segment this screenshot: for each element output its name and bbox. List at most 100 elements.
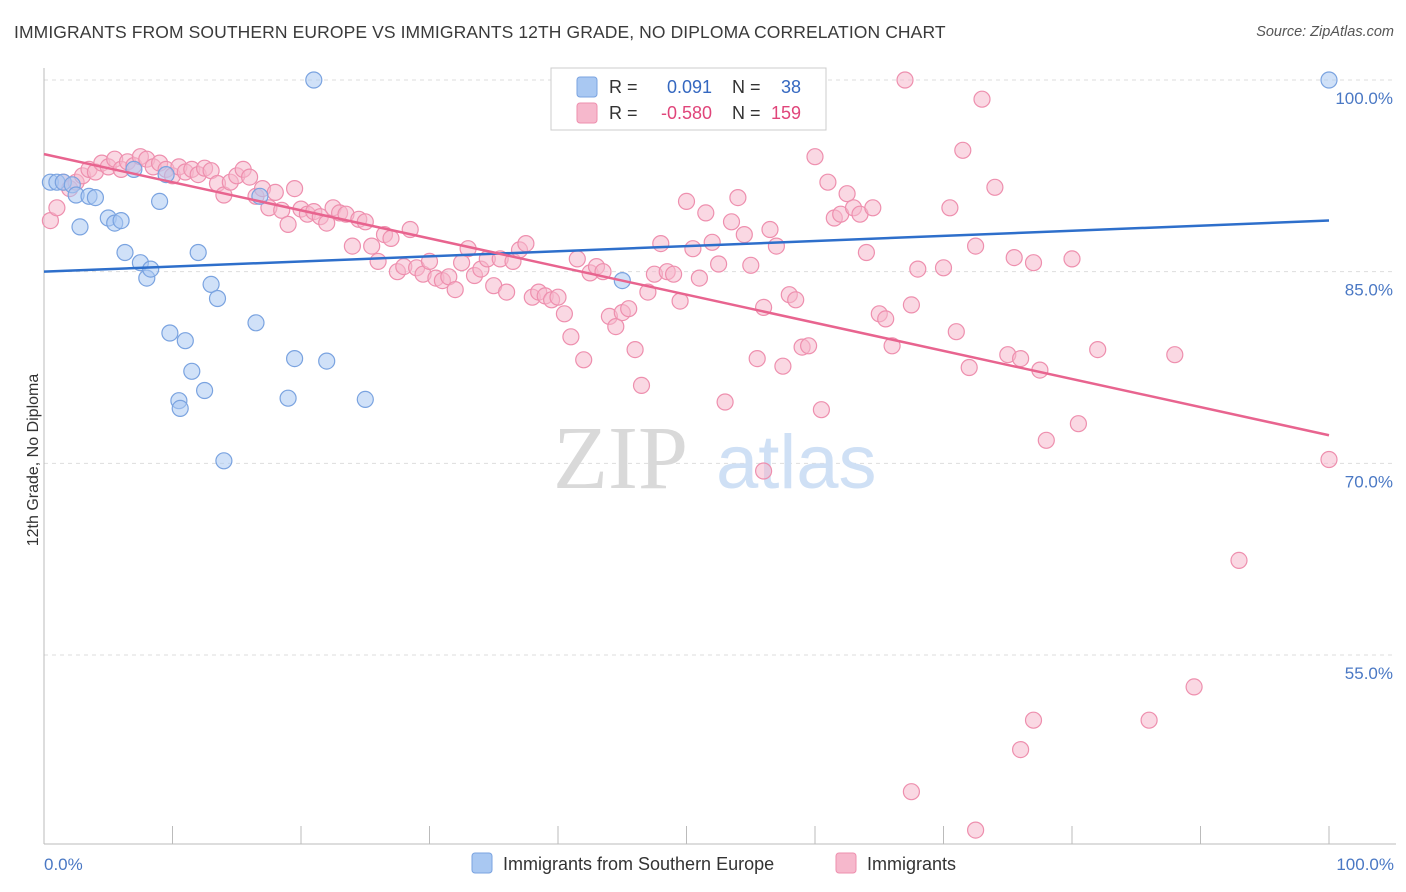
- immigrants-point-114: [774, 357, 792, 375]
- southern-europe-point-11: [116, 243, 134, 262]
- y-tick-label-1: 85.0%: [1345, 281, 1393, 300]
- southern-europe-point-32: [305, 71, 323, 89]
- immigrants-point-140: [966, 237, 985, 255]
- immigrants-point-49: [356, 213, 374, 231]
- southern-europe-point-31: [286, 350, 304, 368]
- immigrants-point-53: [382, 229, 400, 247]
- immigrants-point-157: [902, 783, 921, 801]
- immigrants-point-51: [369, 252, 387, 270]
- immigrants-point-74: [517, 235, 535, 253]
- immigrants-point-124: [838, 185, 856, 203]
- southern-europe-point-25: [202, 275, 220, 293]
- immigrants-point-131: [883, 337, 901, 355]
- x-tick-label-min: 0.0%: [44, 855, 83, 874]
- legend-n-value-2: 159: [771, 103, 801, 123]
- southern-europe-point-10: [112, 212, 130, 230]
- immigrants-point-35: [266, 183, 284, 201]
- watermark-zip: ZIP: [553, 409, 688, 508]
- legend-r-label-1: R =: [609, 77, 638, 97]
- y-axis-label: 12th Grade, No Diploma: [25, 374, 42, 547]
- immigrants-point-97: [664, 265, 683, 283]
- immigrants-point-145: [1011, 350, 1030, 368]
- immigrants-point-95: [652, 235, 670, 253]
- immigrants-point-100: [684, 240, 702, 258]
- bottom-legend-swatch-pink: [835, 852, 857, 874]
- immigrants-point-101: [690, 269, 709, 287]
- immigrants-point-116: [787, 291, 805, 309]
- immigrants-point-38: [286, 180, 304, 198]
- immigrants-point-105: [716, 393, 734, 411]
- immigrants-point-137: [947, 323, 965, 341]
- series-southern-europe-points: [41, 71, 1338, 470]
- immigrants-point-156: [1320, 450, 1338, 469]
- southern-europe-point-27: [215, 452, 233, 470]
- immigrants-point-81: [562, 328, 580, 346]
- immigrants-point-31: [241, 168, 259, 186]
- immigrants-point-47: [343, 237, 361, 255]
- southern-europe-point-15: [142, 260, 160, 278]
- immigrants-point-139: [960, 358, 978, 377]
- bottom-legend: Immigrants from Southern Europe Immigran…: [471, 852, 956, 874]
- legend-n-value-1: 38: [781, 77, 801, 97]
- legend-swatch-blue: [576, 76, 598, 98]
- series-immigrants-points: [41, 71, 1338, 839]
- immigrants-point-121: [819, 173, 837, 191]
- x-axis-ticks: [43, 826, 1330, 844]
- immigrants-point-90: [620, 300, 638, 318]
- immigrants-point-134: [909, 260, 927, 278]
- immigrants-point-136: [941, 199, 959, 217]
- immigrants-point-152: [1140, 711, 1158, 729]
- immigrants-point-128: [864, 199, 882, 217]
- immigrants-point-160: [1024, 711, 1043, 729]
- immigrants-point-37: [279, 215, 297, 233]
- trendline-southern-europe: [43, 219, 1330, 273]
- immigrants-point-80: [555, 305, 574, 323]
- immigrants-point-113: [767, 237, 786, 255]
- immigrants-point-79: [549, 288, 567, 306]
- southern-europe-point-20: [171, 399, 189, 417]
- immigrants-point-133: [902, 296, 921, 314]
- immigrants-point-109: [742, 256, 760, 274]
- y-tick-label-3: 55.0%: [1345, 664, 1393, 683]
- southern-europe-point-24: [196, 381, 214, 400]
- immigrants-point-108: [735, 226, 753, 244]
- immigrants-point-63: [446, 281, 464, 299]
- southern-europe-point-16: [151, 192, 169, 210]
- immigrants-point-155: [1230, 551, 1248, 570]
- immigrants-point-83: [575, 351, 593, 369]
- immigrants-point-120: [812, 401, 831, 419]
- immigrants-point-127: [857, 243, 876, 262]
- immigrants-point-159: [1011, 740, 1030, 759]
- legend-n-label-2: N =: [732, 103, 761, 123]
- southern-europe-point-23: [189, 243, 207, 262]
- southern-europe-point-26: [208, 289, 227, 308]
- immigrants-point-107: [729, 189, 747, 207]
- immigrants-point-104: [709, 255, 728, 273]
- southern-europe-point-5: [71, 218, 89, 236]
- y-tick-label-0: 100.0%: [1335, 89, 1393, 108]
- southern-europe-point-34: [356, 390, 374, 408]
- bottom-legend-label-1: Immigrants from Southern Europe: [503, 854, 774, 874]
- source-label: Source: ZipAtlas.com: [1256, 24, 1394, 40]
- chart-title: IMMIGRANTS FROM SOUTHERN EUROPE VS IMMIG…: [14, 22, 946, 42]
- immigrants-point-153: [1166, 346, 1184, 364]
- immigrants-point-154: [1185, 678, 1203, 696]
- immigrants-point-102: [697, 204, 715, 222]
- immigrants-point-142: [986, 178, 1004, 196]
- southern-europe-point-17: [157, 166, 175, 184]
- immigrants-point-119: [806, 148, 824, 166]
- immigrants-point-148: [1037, 431, 1055, 449]
- legend-r-value-1: 0.091: [667, 77, 712, 97]
- southern-europe-point-36: [1320, 71, 1338, 89]
- immigrants-point-106: [722, 213, 741, 231]
- legend-swatch-pink: [576, 102, 598, 124]
- immigrants-point-141: [973, 90, 991, 108]
- immigrants-point-149: [1063, 250, 1081, 268]
- immigrants-point-112: [761, 220, 779, 239]
- immigrants-point-132: [896, 71, 914, 89]
- immigrants-point-118: [799, 337, 818, 355]
- southern-europe-point-7: [86, 189, 105, 207]
- immigrants-point-110: [748, 350, 766, 368]
- watermark-atlas: atlas: [716, 420, 877, 505]
